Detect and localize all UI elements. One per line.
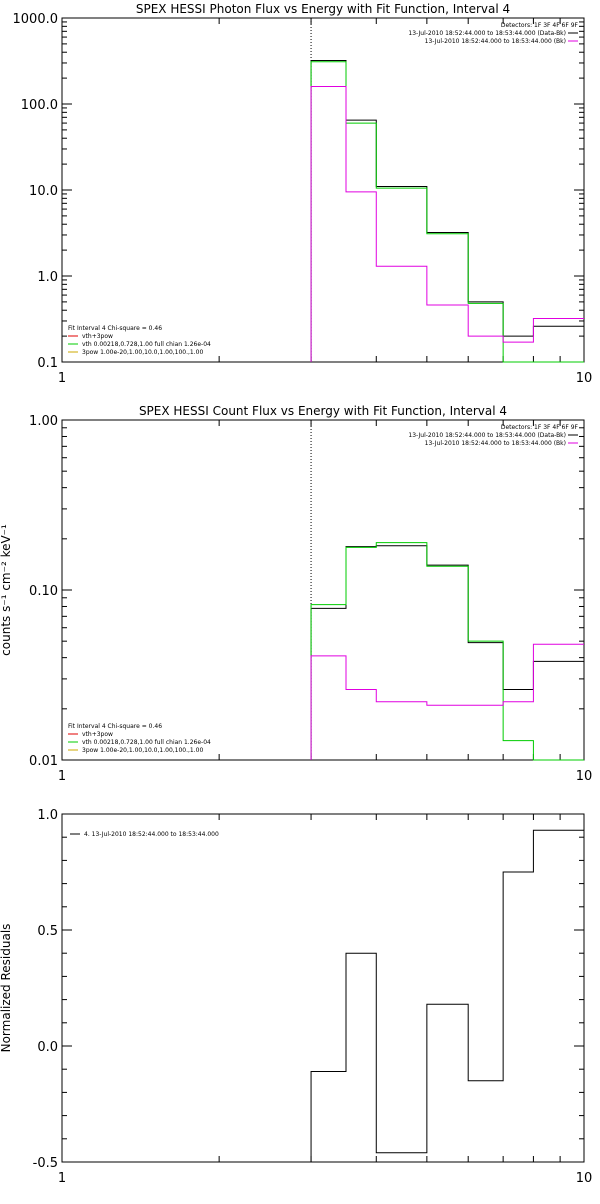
panel-2-ytick-label: 0.10 (29, 584, 58, 599)
panel-1-legend-right-item: Detectors: 1F 3F 4F 6F 9F (501, 22, 579, 29)
panel-3-legend-top-item: 4. 13-Jul-2010 18:52:44.000 to 18:53:44.… (84, 831, 219, 838)
panel-2-series-data-bk (310, 545, 584, 760)
panel-2-ytick-label: 1.00 (29, 414, 58, 429)
panel-2-legend-left-item: Fit Interval 4 Chi-square = 0.46 (68, 723, 162, 730)
panel-1-title: SPEX HESSI Photon Flux vs Energy with Fi… (136, 2, 510, 16)
panel-1-ytick-label: 1000.0 (13, 12, 59, 27)
panel-1-series-fit (310, 61, 584, 363)
panel-3-ytick-label: 0.0 (37, 1040, 58, 1055)
panel-3-series-residuals (310, 829, 584, 1162)
panel-3-frame (61, 813, 585, 1163)
panel-1-frame (61, 17, 585, 363)
panel-2-legend-left-item: vth 0.00218,0.728,1.00 full chian 1.26e-… (82, 739, 211, 746)
panel-1-ytick-label: 1.0 (37, 270, 58, 285)
panel-2-legend-right-item: Detectors: 1F 3F 4F 6F 9F (501, 424, 579, 431)
panel-3-xtick-label: 10 (576, 1171, 593, 1186)
panel-1-legend-right-item: 13-Jul-2010 18:52:44.000 to 18:53:44.000… (408, 30, 566, 37)
panel-3-ytick-label: 0.5 (37, 924, 58, 939)
panel-1-legend-left-item: 3pow 1.00e-20,1.00,10.0,1.00,100.,1.00 (82, 349, 203, 356)
panel-2-series-fit (310, 542, 584, 761)
panel-3-ytick-label: -0.5 (33, 1156, 58, 1171)
panel-1-xtick-label: 10 (576, 371, 593, 386)
panel-1-legend-right-item: 13-Jul-2010 18:52:44.000 to 18:53:44.000… (425, 38, 566, 45)
panel-2-ytick-label: 0.01 (29, 754, 58, 769)
panel-2-series-bk (310, 643, 584, 760)
panel-1-series-bk (310, 85, 584, 362)
panel-1-ytick-label: 0.1 (37, 356, 58, 371)
panel-2-legend-left-item: 3pow 1.00e-20,1.00,10.0,1.00,100.,1.00 (82, 747, 203, 754)
panel-3-ytick-label: 1.0 (37, 808, 58, 823)
panel-3-xtick-label: 1 (58, 1171, 66, 1186)
panel-2-title: SPEX HESSI Count Flux vs Energy with Fit… (139, 404, 507, 418)
panel-1-legend-left-item: Fit Interval 4 Chi-square = 0.46 (68, 325, 162, 332)
panel-2-xtick-label: 10 (576, 769, 593, 784)
panel-1-legend-left-item: vth+3pow (82, 333, 113, 340)
panel-2-legend-left-item: vth+3pow (82, 731, 113, 738)
panel-2-legend-right-item: 13-Jul-2010 18:52:44.000 to 18:53:44.000… (425, 440, 566, 447)
panel-1-xtick-label: 1 (58, 371, 66, 386)
panel-1-ytick-label: 100.0 (21, 98, 58, 113)
panel-2-xtick-label: 1 (58, 769, 66, 784)
panel-2-frame (61, 419, 585, 761)
panel-2-legend-right-item: 13-Jul-2010 18:52:44.000 to 18:53:44.000… (408, 432, 566, 439)
panel-2-ylabel: counts s⁻¹ cm⁻² keV⁻¹ (0, 524, 13, 656)
panel-1-series-data-bk (310, 60, 584, 362)
panel-1-legend-left-item: vth 0.00218,0.728,1.00 full chian 1.26e-… (82, 341, 211, 348)
panel-3-ylabel: Normalized Residuals (0, 924, 13, 1053)
panel-1-ytick-label: 10.0 (29, 184, 58, 199)
